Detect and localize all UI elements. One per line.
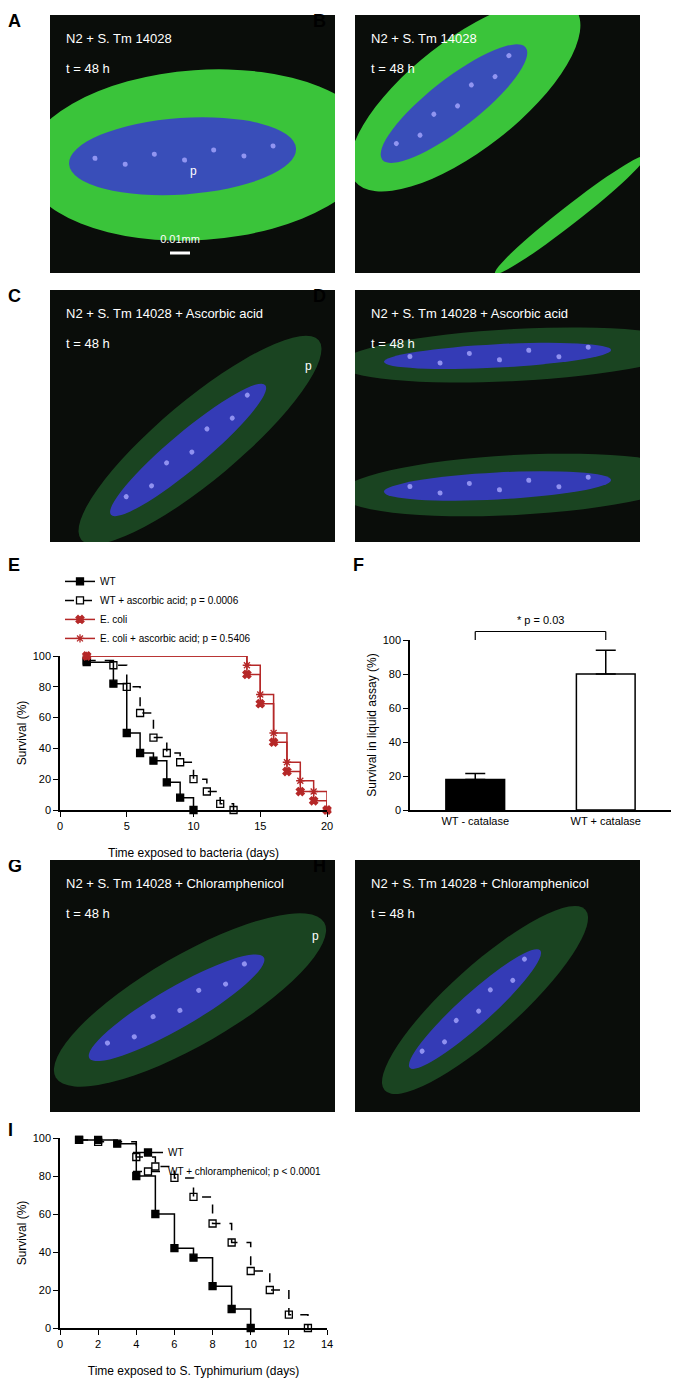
svg-text:WT + chloramphenicol; p < 0.00: WT + chloramphenicol; p < 0.0001: [168, 1166, 321, 1177]
svg-text:60: 60: [39, 1208, 51, 1220]
svg-text:E. coli: E. coli: [100, 614, 127, 625]
svg-text:N2 + S. Tm 14028: N2 + S. Tm 14028: [66, 31, 172, 46]
svg-text:WT + ascorbic acid; p = 0.0006: WT + ascorbic acid; p = 0.0006: [100, 595, 239, 606]
svg-text:20: 20: [39, 773, 51, 785]
html-text:D: D: [313, 286, 326, 306]
svg-text:N2 + S. Tm 14028 + Ascorbic ac: N2 + S. Tm 14028 + Ascorbic acid: [371, 306, 568, 321]
svg-text:60: 60: [389, 702, 401, 714]
svg-text:0: 0: [57, 1338, 63, 1350]
svg-text:40: 40: [39, 742, 51, 754]
html-text:H: H: [313, 856, 326, 876]
svg-text:p: p: [190, 164, 197, 178]
svg-text:* p = 0.03: * p = 0.03: [517, 614, 564, 626]
svg-text:2: 2: [95, 1338, 101, 1350]
html-text:F: F: [353, 555, 364, 575]
svg-text:40: 40: [389, 736, 401, 748]
svg-text:Survival (%): Survival (%): [15, 701, 29, 766]
html-text:I: I: [8, 1120, 13, 1140]
svg-text:10: 10: [187, 820, 199, 832]
svg-text:100: 100: [383, 634, 401, 646]
svg-text:WT - catalase: WT - catalase: [441, 815, 509, 827]
svg-text:12: 12: [283, 1338, 295, 1350]
svg-text:100: 100: [33, 650, 51, 662]
svg-text:80: 80: [389, 668, 401, 680]
svg-text:0: 0: [45, 804, 51, 816]
svg-text:WT: WT: [168, 1147, 184, 1158]
svg-text:t = 48 h: t = 48 h: [66, 61, 110, 76]
svg-text:Survival in liquid assay (%): Survival in liquid assay (%): [365, 653, 379, 796]
svg-text:p: p: [305, 359, 312, 373]
svg-text:t = 48 h: t = 48 h: [66, 906, 110, 921]
svg-text:14: 14: [321, 1338, 333, 1350]
svg-text:5: 5: [124, 820, 130, 832]
svg-text:8: 8: [210, 1338, 216, 1350]
svg-text:N2 + S. Tm 14028 + Ascorbic ac: N2 + S. Tm 14028 + Ascorbic acid: [66, 306, 263, 321]
svg-text:0: 0: [57, 820, 63, 832]
svg-text:N2 + S. Tm 14028: N2 + S. Tm 14028: [371, 31, 477, 46]
svg-text:20: 20: [321, 820, 333, 832]
svg-text:40: 40: [39, 1246, 51, 1258]
svg-text:N2 + S. Tm 14028 + Chloramphen: N2 + S. Tm 14028 + Chloramphenicol: [371, 876, 589, 891]
html-text:B: B: [313, 11, 326, 31]
svg-text:Survival (%): Survival (%): [15, 1201, 29, 1266]
svg-text:4: 4: [133, 1338, 139, 1350]
svg-text:80: 80: [39, 1170, 51, 1182]
svg-text:10: 10: [245, 1338, 257, 1350]
svg-text:WT + catalase: WT + catalase: [571, 815, 641, 827]
svg-text:p: p: [312, 929, 319, 943]
svg-text:t = 48 h: t = 48 h: [371, 906, 415, 921]
svg-text:0: 0: [395, 804, 401, 816]
svg-text:WT: WT: [100, 576, 116, 587]
svg-text:Time exposed to S. Typhimurium: Time exposed to S. Typhimurium (days): [88, 1364, 299, 1378]
svg-text:Time exposed to bacteria (days: Time exposed to bacteria (days): [108, 846, 279, 860]
svg-text:100: 100: [33, 1132, 51, 1144]
svg-text:t = 48 h: t = 48 h: [371, 336, 415, 351]
html-text:C: C: [8, 286, 21, 306]
svg-text:20: 20: [39, 1284, 51, 1296]
svg-text:60: 60: [39, 711, 51, 723]
html-text:A: A: [8, 11, 21, 31]
svg-text:t = 48 h: t = 48 h: [66, 336, 110, 351]
svg-text:N2 + S. Tm 14028 + Chloramphen: N2 + S. Tm 14028 + Chloramphenicol: [66, 876, 284, 891]
svg-text:0.01mm: 0.01mm: [160, 233, 200, 245]
html-text:G: G: [8, 856, 22, 876]
svg-text:t = 48 h: t = 48 h: [371, 61, 415, 76]
svg-text:80: 80: [39, 681, 51, 693]
svg-text:20: 20: [389, 770, 401, 782]
svg-text:6: 6: [171, 1338, 177, 1350]
svg-text:E. coli + ascorbic acid; p = 0: E. coli + ascorbic acid; p = 0.5406: [100, 633, 251, 644]
svg-text:15: 15: [254, 820, 266, 832]
html-text:E: E: [8, 555, 20, 575]
svg-text:0: 0: [45, 1322, 51, 1334]
